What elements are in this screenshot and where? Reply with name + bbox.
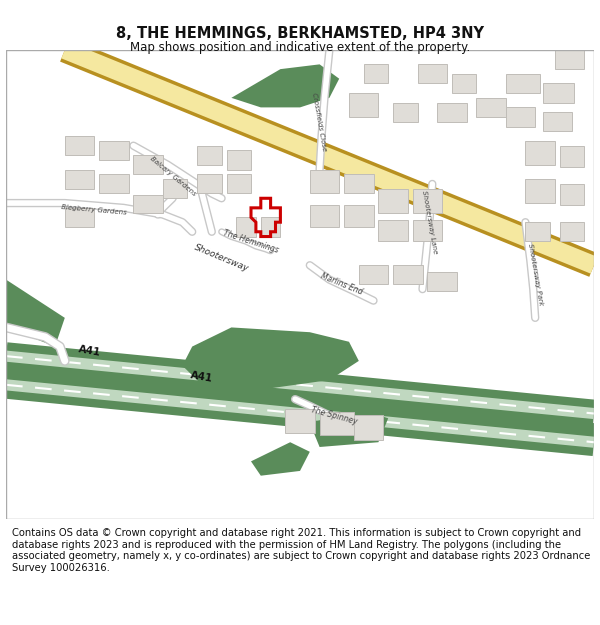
Polygon shape bbox=[543, 84, 574, 102]
Polygon shape bbox=[261, 217, 280, 236]
Text: Crossfields Close: Crossfields Close bbox=[311, 92, 328, 151]
Polygon shape bbox=[452, 74, 476, 93]
Polygon shape bbox=[344, 174, 374, 194]
Polygon shape bbox=[526, 179, 555, 203]
Polygon shape bbox=[227, 174, 251, 194]
Polygon shape bbox=[359, 265, 388, 284]
Polygon shape bbox=[236, 217, 256, 236]
Polygon shape bbox=[543, 112, 572, 131]
Polygon shape bbox=[506, 74, 540, 93]
Polygon shape bbox=[286, 409, 315, 432]
Polygon shape bbox=[65, 208, 94, 227]
Text: A41: A41 bbox=[190, 370, 214, 384]
Polygon shape bbox=[133, 196, 163, 212]
Polygon shape bbox=[437, 102, 467, 122]
Text: The Spinney: The Spinney bbox=[310, 405, 358, 426]
Polygon shape bbox=[6, 279, 65, 346]
Polygon shape bbox=[344, 205, 374, 227]
Polygon shape bbox=[197, 174, 221, 194]
Polygon shape bbox=[320, 412, 354, 434]
Text: Balcary Gardens: Balcary Gardens bbox=[149, 156, 197, 197]
Text: 8, THE HEMMINGS, BERKHAMSTED, HP4 3NY: 8, THE HEMMINGS, BERKHAMSTED, HP4 3NY bbox=[116, 26, 484, 41]
Text: The Hemmings: The Hemmings bbox=[222, 228, 280, 254]
Polygon shape bbox=[232, 64, 339, 108]
Polygon shape bbox=[251, 442, 310, 476]
Polygon shape bbox=[99, 174, 128, 194]
Polygon shape bbox=[163, 179, 187, 198]
Polygon shape bbox=[427, 272, 457, 291]
Polygon shape bbox=[6, 366, 594, 432]
Polygon shape bbox=[182, 328, 359, 389]
Polygon shape bbox=[560, 146, 584, 167]
Polygon shape bbox=[99, 141, 128, 160]
Polygon shape bbox=[133, 155, 163, 174]
Polygon shape bbox=[560, 222, 584, 241]
Polygon shape bbox=[379, 189, 408, 213]
Polygon shape bbox=[310, 205, 339, 227]
Polygon shape bbox=[65, 136, 94, 155]
Polygon shape bbox=[506, 107, 535, 126]
Polygon shape bbox=[413, 220, 442, 241]
Text: Shootersway Park: Shootersway Park bbox=[527, 243, 544, 306]
Text: Marlins End: Marlins End bbox=[319, 272, 364, 297]
Polygon shape bbox=[393, 265, 422, 284]
Polygon shape bbox=[197, 146, 221, 165]
Text: A41: A41 bbox=[77, 344, 101, 358]
Polygon shape bbox=[555, 50, 584, 69]
Polygon shape bbox=[379, 220, 408, 241]
Polygon shape bbox=[526, 141, 555, 165]
Polygon shape bbox=[354, 416, 383, 440]
Text: Shootersway Lane: Shootersway Lane bbox=[421, 190, 438, 254]
Polygon shape bbox=[418, 64, 447, 84]
Polygon shape bbox=[310, 409, 388, 447]
Polygon shape bbox=[364, 64, 388, 84]
Polygon shape bbox=[310, 169, 339, 194]
Polygon shape bbox=[476, 98, 506, 117]
Polygon shape bbox=[349, 93, 379, 117]
Polygon shape bbox=[560, 184, 584, 205]
Text: Contains OS data © Crown copyright and database right 2021. This information is : Contains OS data © Crown copyright and d… bbox=[12, 528, 590, 573]
Polygon shape bbox=[413, 189, 442, 213]
Text: Map shows position and indicative extent of the property.: Map shows position and indicative extent… bbox=[130, 41, 470, 54]
Text: Blegberry Gardens: Blegberry Gardens bbox=[61, 204, 127, 216]
Polygon shape bbox=[65, 169, 94, 189]
Polygon shape bbox=[393, 102, 418, 122]
Text: Shootersway: Shootersway bbox=[193, 243, 250, 274]
Polygon shape bbox=[526, 222, 550, 241]
Polygon shape bbox=[227, 151, 251, 169]
